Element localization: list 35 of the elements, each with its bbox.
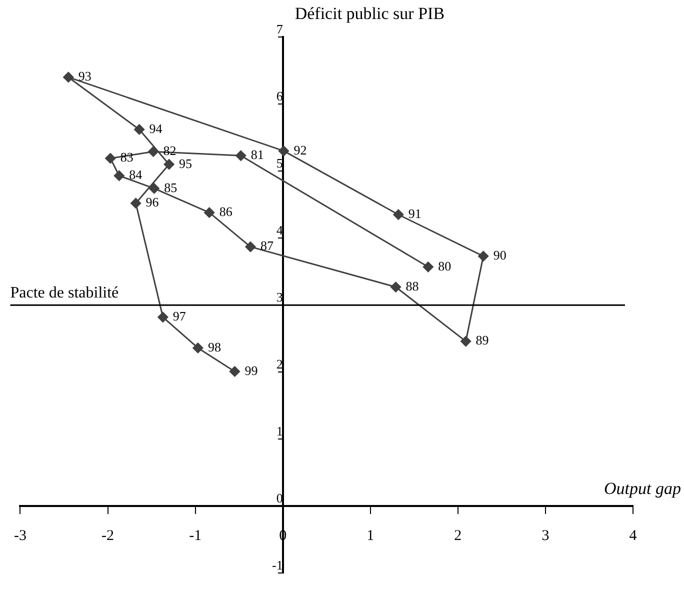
annotation: 88 bbox=[406, 278, 419, 294]
y-tick-label: 7 bbox=[276, 21, 284, 36]
x-tick-label: -2 bbox=[102, 528, 114, 544]
y-tick-label: 1 bbox=[276, 424, 283, 439]
y-tick-label: 2 bbox=[276, 356, 283, 372]
x-tick-label: 1 bbox=[366, 528, 374, 544]
y-tick-label: 4 bbox=[276, 222, 284, 238]
annotation: 86 bbox=[219, 204, 233, 220]
y-tick-label: 3 bbox=[276, 290, 283, 305]
x-axis-title: Output gap bbox=[604, 479, 681, 498]
annotation: 81 bbox=[250, 147, 264, 162]
y-tick-label: -1 bbox=[272, 558, 283, 573]
annotation: 91 bbox=[408, 206, 422, 222]
annotation: 87 bbox=[260, 238, 274, 254]
annotation: 95 bbox=[179, 156, 192, 171]
x-tick-label: 2 bbox=[454, 528, 462, 544]
y-tick-label: 5 bbox=[276, 155, 283, 170]
annotation: 98 bbox=[208, 339, 221, 354]
x-tick-label: -3 bbox=[14, 528, 26, 544]
ref-line-label: Pacte de stabilité bbox=[10, 284, 119, 302]
x-tick-label: 4 bbox=[629, 528, 638, 544]
annotation: 99 bbox=[244, 362, 258, 378]
annotation: 93 bbox=[78, 68, 92, 84]
annotation: 96 bbox=[146, 194, 160, 210]
annotation: 84 bbox=[129, 167, 143, 182]
annotation: 80 bbox=[438, 258, 452, 274]
annotation: 94 bbox=[149, 120, 163, 136]
annotation: 85 bbox=[164, 180, 178, 195]
annotation: 97 bbox=[172, 308, 186, 324]
x-tick-label: -1 bbox=[189, 528, 202, 544]
annotation: 90 bbox=[493, 248, 506, 263]
y-axis-title: Déficit public sur PIB bbox=[294, 4, 445, 23]
annotation: 92 bbox=[294, 142, 307, 158]
annotation: 89 bbox=[476, 332, 489, 348]
x-tick-label: 3 bbox=[542, 528, 550, 544]
